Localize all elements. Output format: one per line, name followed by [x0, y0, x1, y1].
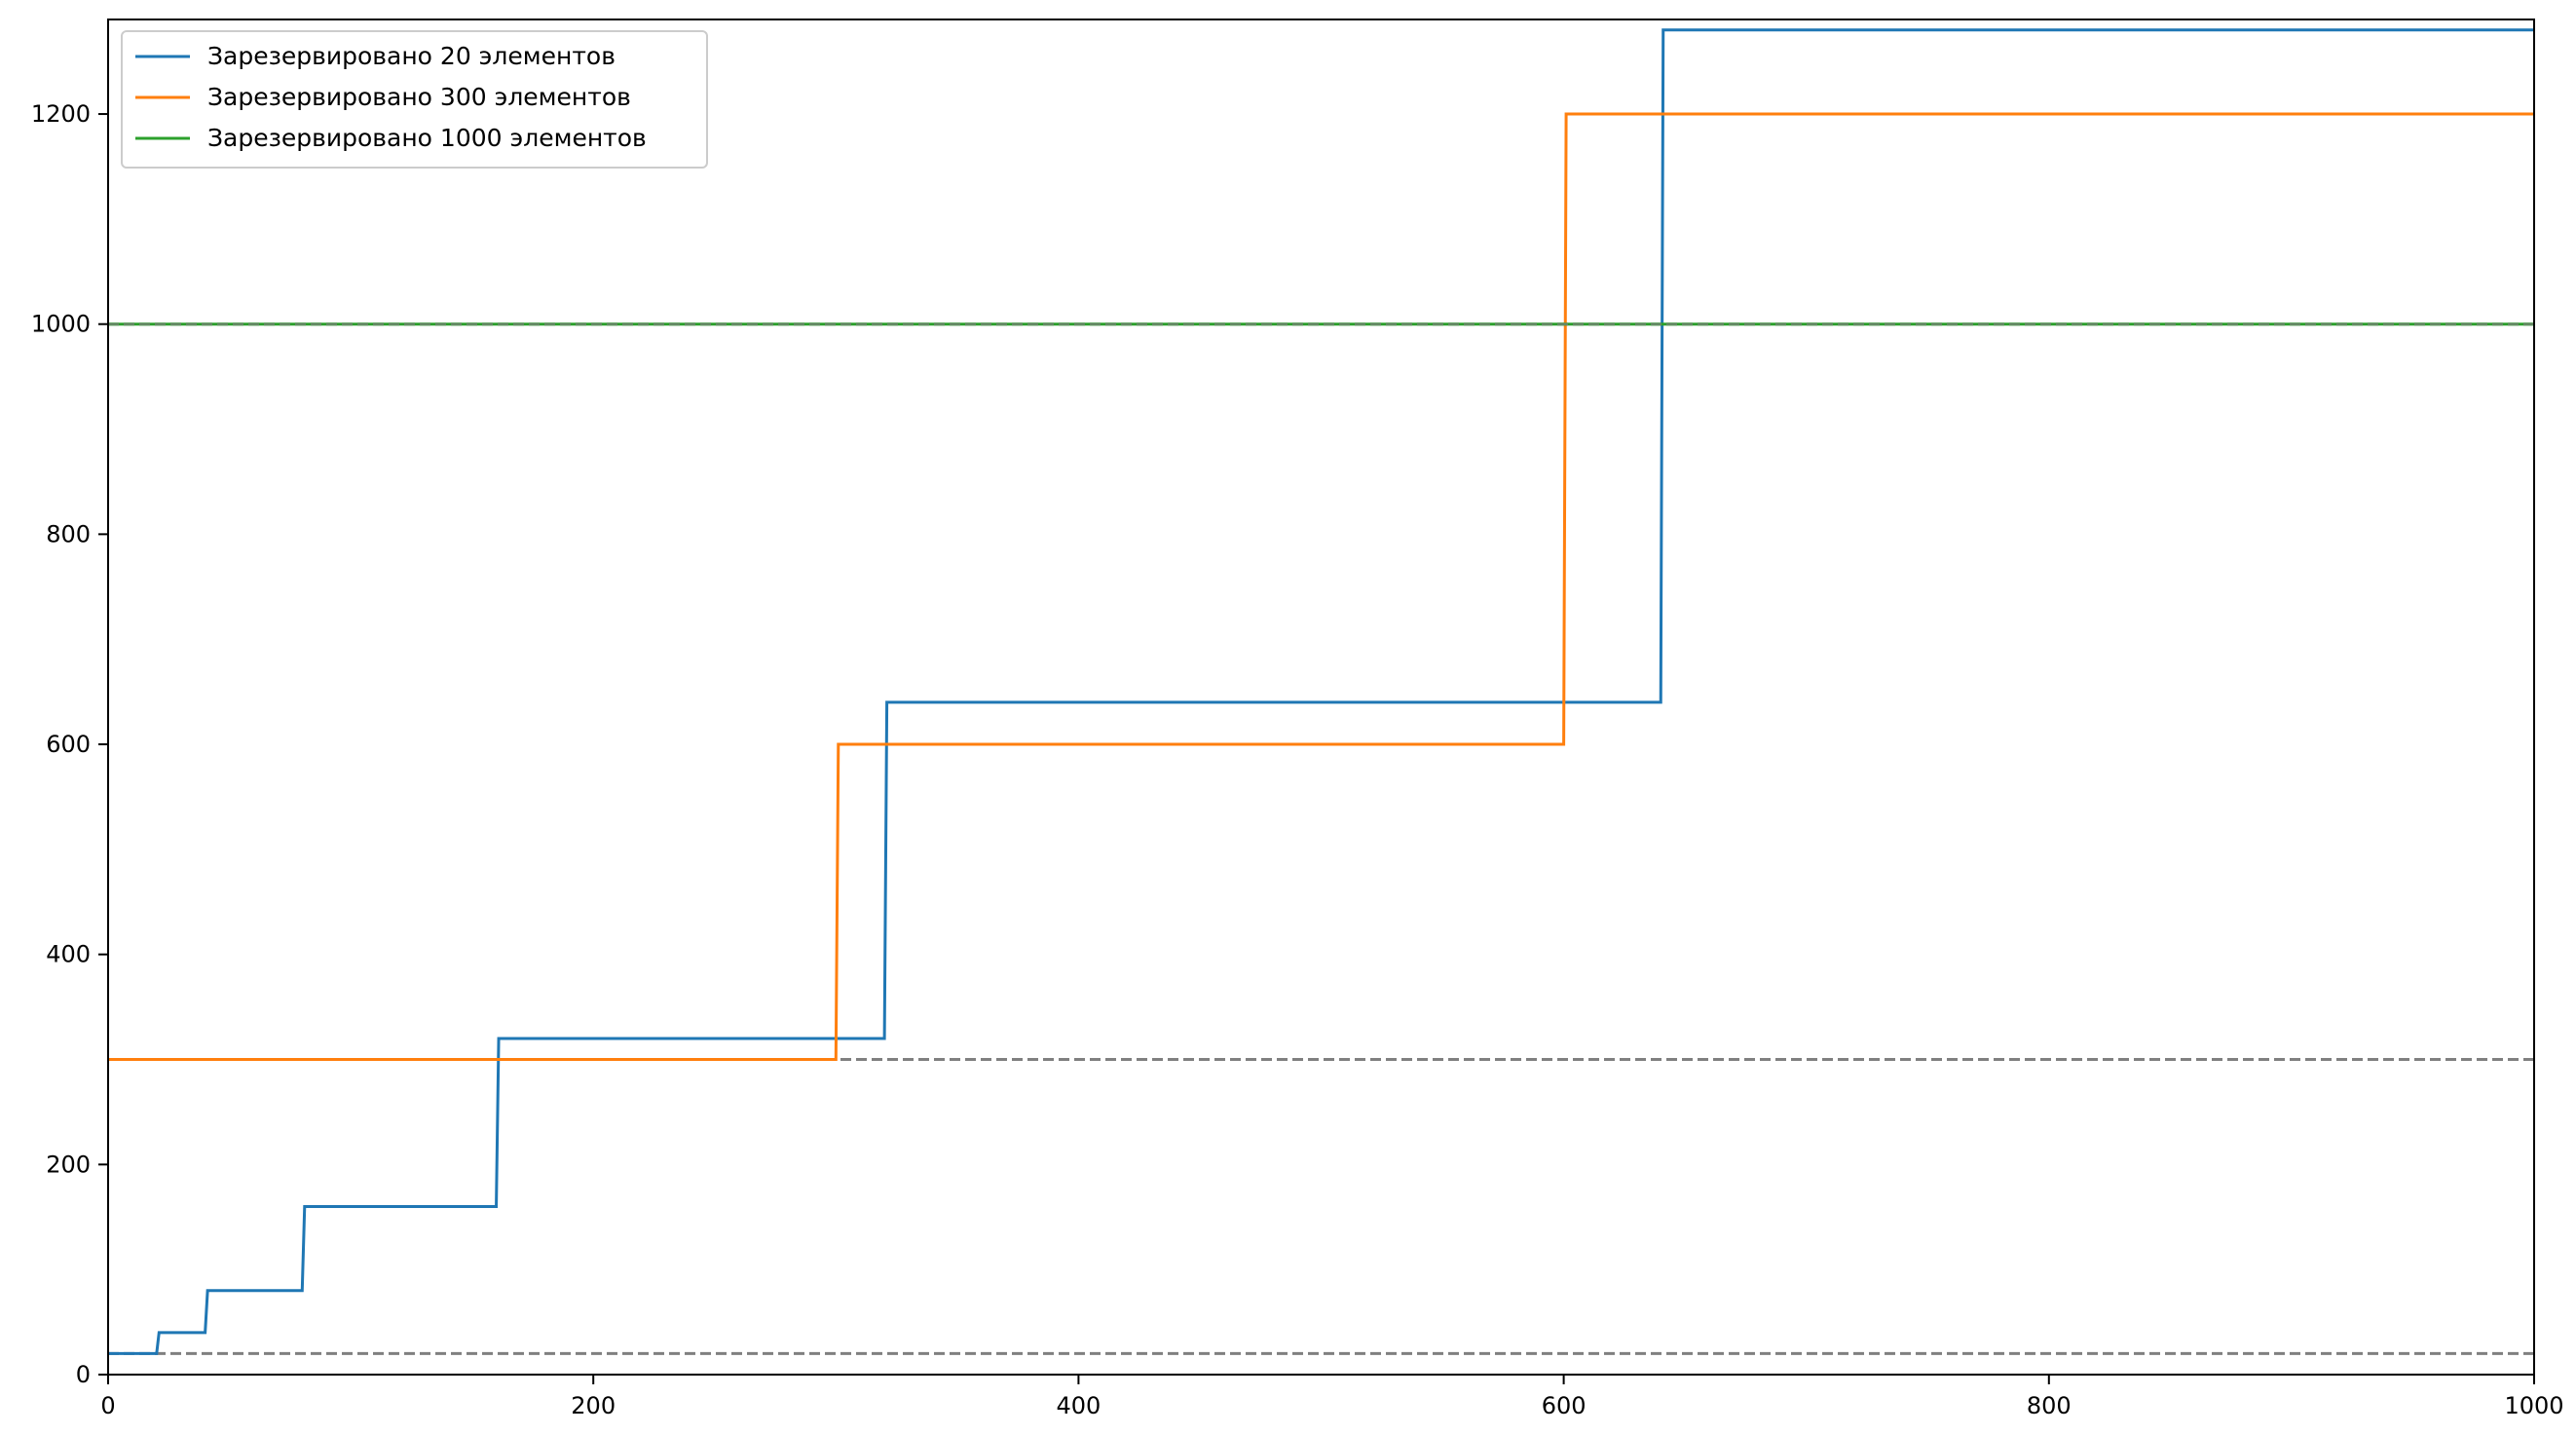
series-line-0 — [108, 28, 2534, 1355]
legend-label-2: Зарезервировано 1000 элементов — [207, 124, 647, 152]
series-line-1 — [108, 112, 2534, 1062]
plot-frame — [107, 19, 2535, 1376]
y-tick-label-0: 0 — [76, 1361, 91, 1388]
x-tick-label-1: 200 — [571, 1392, 616, 1419]
y-tick-label-6: 1200 — [31, 100, 91, 128]
y-tick-label-1: 200 — [46, 1151, 91, 1178]
series-lines — [108, 28, 2534, 1355]
x-tick-label-4: 800 — [2027, 1392, 2072, 1419]
legend-box — [121, 30, 708, 169]
y-tick-label-5: 1000 — [31, 311, 91, 338]
y-tick-label-4: 800 — [46, 520, 91, 548]
y-axis: 0 200 400 600 800 1000 1200 — [31, 100, 108, 1388]
y-tick-label-3: 600 — [46, 731, 91, 758]
legend-label-0: Зарезервировано 20 элементов — [207, 42, 616, 70]
x-tick-label-5: 1000 — [2504, 1392, 2563, 1419]
x-tick-label-0: 0 — [100, 1392, 115, 1419]
legend: Зарезервировано 20 элементов Зарезервиров… — [121, 30, 708, 169]
x-tick-label-2: 400 — [1056, 1392, 1101, 1419]
x-axis: 0 200 400 600 800 1000 — [100, 1375, 2564, 1419]
y-tick-label-2: 400 — [46, 941, 91, 968]
plot-background — [108, 19, 2534, 1375]
x-tick-label-3: 600 — [1542, 1392, 1587, 1419]
legend-label-1: Зарезервировано 300 элементов — [207, 83, 631, 111]
